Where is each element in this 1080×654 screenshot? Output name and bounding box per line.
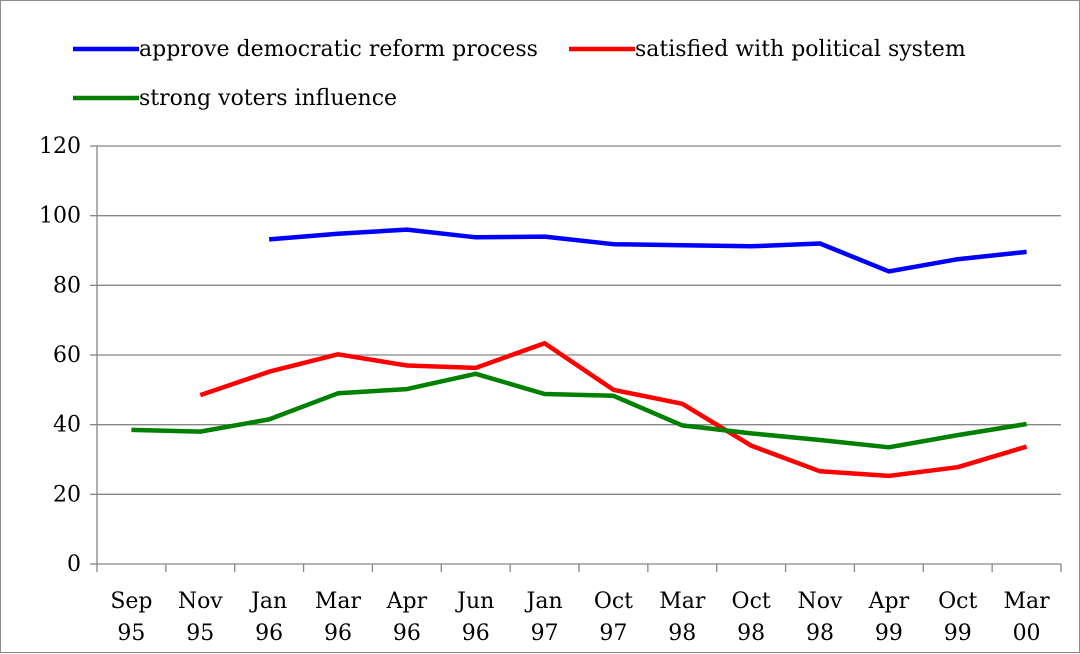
- axes: 0 20 40 60 80 100 120 Sep 95 Nov 95 Jan 96 Mar 96 Apr 96…: [39, 134, 1062, 646]
- y-tick-label: 0: [67, 552, 81, 577]
- gridlines: [97, 145, 1061, 495]
- legend-label: approve democratic reform process: [139, 37, 538, 62]
- legend-label: satisfied with political system: [635, 37, 966, 62]
- y-tick-label: 120: [39, 134, 81, 159]
- x-tick-label: Mar 98: [659, 589, 706, 646]
- legend-label: strong voters influence: [139, 86, 397, 111]
- x-tick-label: Jan 97: [525, 589, 563, 646]
- legend: approve democratic reform process satisfi…: [73, 37, 966, 111]
- series-line-3: [131, 371, 1027, 450]
- y-tick-label: 40: [53, 413, 81, 438]
- x-tick-label: Nov 95: [178, 589, 223, 646]
- y-tick-label: 80: [53, 273, 81, 298]
- x-tick-label: Jun 96: [455, 589, 494, 646]
- x-tick-label: Oct 97: [594, 589, 633, 646]
- x-tick-label: Oct 99: [938, 589, 977, 646]
- y-tick-label: 60: [53, 343, 81, 368]
- y-tick-label: 100: [39, 204, 81, 229]
- x-tick-label: Nov 98: [798, 589, 843, 646]
- x-tick-label: Apr 96: [386, 589, 428, 646]
- series-lines: [131, 227, 1028, 479]
- series-line-2: [199, 340, 1028, 479]
- x-tick-label: Mar 00: [1003, 589, 1050, 646]
- series-line-1: [268, 227, 1027, 274]
- x-tick-label: Mar 96: [315, 589, 362, 646]
- x-tick-label: Oct 98: [732, 589, 771, 646]
- x-tick-label: Jan 96: [249, 589, 287, 646]
- y-tick-label: 20: [53, 482, 81, 507]
- x-tick-label: Sep 95: [110, 589, 152, 646]
- x-tick-label: Apr 99: [868, 589, 910, 646]
